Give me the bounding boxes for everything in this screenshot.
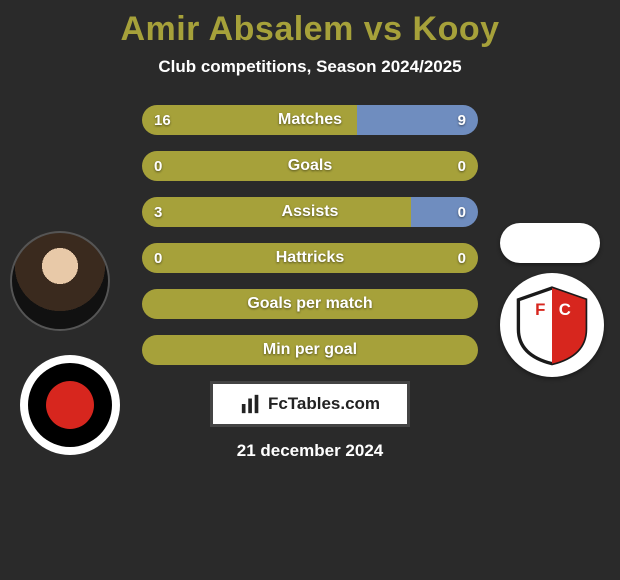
stat-row: Hattricks00: [142, 243, 478, 273]
brand-text: FcTables.com: [268, 394, 380, 414]
stat-bar-bg: [142, 105, 478, 135]
stat-bar-left: [142, 105, 357, 135]
stat-row: Matches169: [142, 105, 478, 135]
comparison-content: F C Matches169 Goals00 Assists30 Hattricks0…: [0, 105, 620, 461]
brand-badge: FcTables.com: [210, 381, 410, 427]
stat-bar-left: [142, 197, 411, 227]
player-right-name: Kooy: [413, 10, 500, 48]
fc-utrecht-shield-icon: F C: [510, 283, 594, 367]
bar-chart-icon: [240, 393, 262, 415]
stat-bar-bg: [142, 335, 478, 365]
player-right-photo-placeholder: [500, 223, 600, 263]
stat-bar-left: [142, 289, 478, 319]
stat-row: Assists30: [142, 197, 478, 227]
page-title: Amir Absalem vs Kooy: [0, 0, 620, 57]
club-left-logo-inner: [28, 363, 112, 447]
stat-bar-left: [142, 243, 478, 273]
stat-row: Goals per match: [142, 289, 478, 319]
stat-bar-right: [411, 197, 478, 227]
stat-bar-left: [142, 151, 478, 181]
stat-bar-bg: [142, 151, 478, 181]
stat-bar-bg: [142, 243, 478, 273]
svg-text:C: C: [559, 300, 571, 319]
stats-bars: Matches169 Goals00 Assists30 Hattricks00 Goa…: [142, 105, 478, 365]
vs-text: vs: [364, 10, 403, 48]
club-left-logo-badge: [46, 381, 94, 429]
svg-text:F: F: [535, 300, 545, 319]
stat-bar-right: [357, 105, 478, 135]
subtitle: Club competitions, Season 2024/2025: [0, 57, 620, 77]
stat-bar-bg: [142, 197, 478, 227]
club-right-logo: F C: [500, 273, 604, 377]
stat-row: Goals00: [142, 151, 478, 181]
club-left-logo: [20, 355, 120, 455]
player-left-name: Amir Absalem: [120, 10, 353, 48]
stat-bar-bg: [142, 289, 478, 319]
stat-bar-left: [142, 335, 478, 365]
stat-row: Min per goal: [142, 335, 478, 365]
player-left-photo: [10, 231, 110, 331]
